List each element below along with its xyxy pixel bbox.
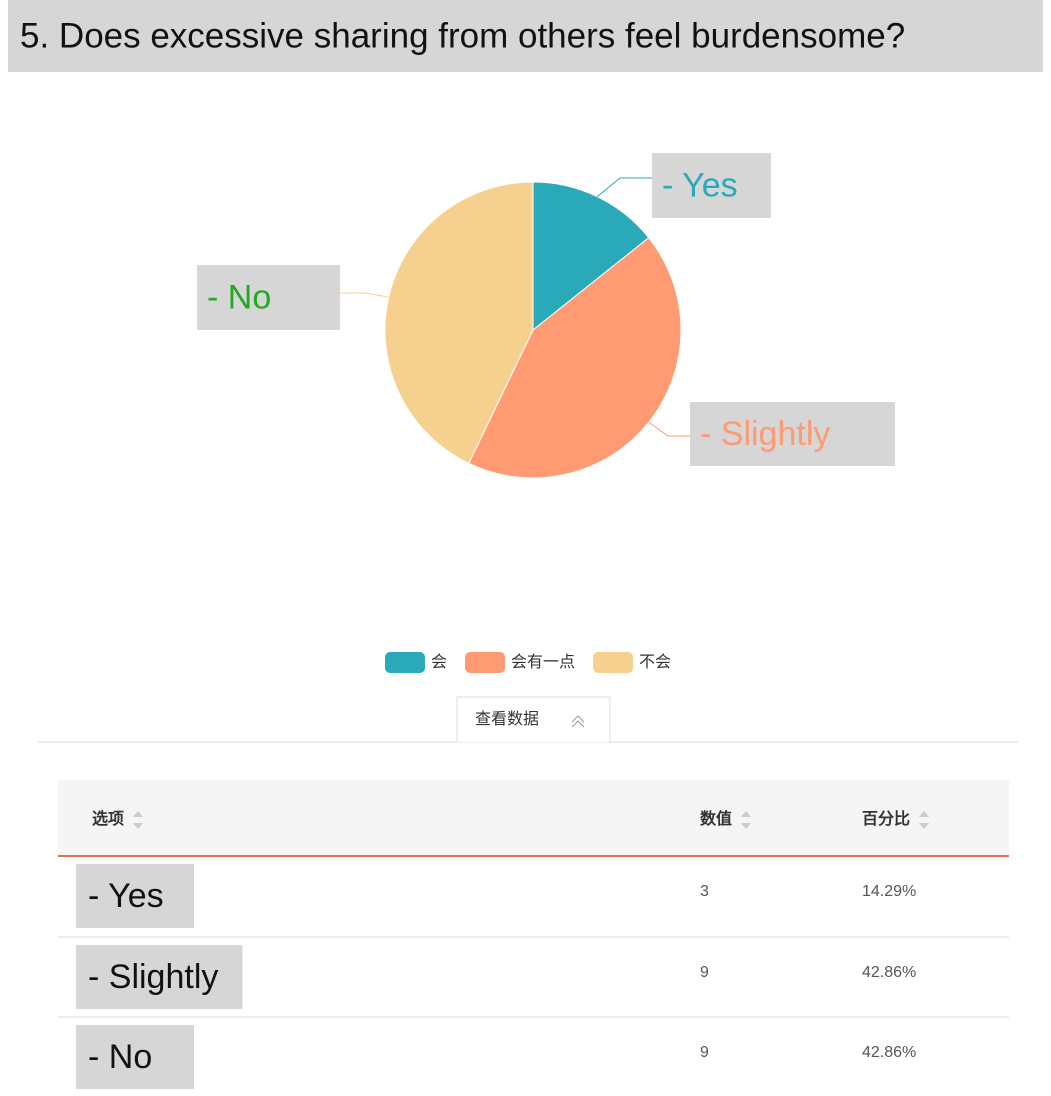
column-header: 数值 <box>700 809 732 828</box>
sort-icon <box>919 811 930 829</box>
pie-slice <box>468 237 682 479</box>
row-label: - Yes <box>88 877 164 915</box>
row-label-box <box>76 864 194 928</box>
table-cell: 9 <box>700 1044 709 1061</box>
row-label: - Slightly <box>88 958 218 996</box>
leader-line <box>596 177 652 198</box>
tab-label[interactable]: 查看数据 <box>475 710 539 728</box>
sort-icon <box>133 811 144 829</box>
column-header: 选项 <box>92 810 124 828</box>
label-box <box>197 265 340 330</box>
legend-label: 会 <box>431 653 447 671</box>
tab-icon <box>571 715 585 728</box>
label-box <box>652 153 771 218</box>
slice-label: - Yes <box>662 166 738 204</box>
legend-label: 不会 <box>639 653 671 671</box>
row-label-box <box>76 1025 194 1089</box>
leader-line <box>340 292 389 298</box>
legend-swatch <box>385 652 425 673</box>
table-cell: 9 <box>700 964 709 981</box>
title-box <box>8 0 1043 72</box>
row-label-box <box>76 945 243 1009</box>
table-cell: 42.86% <box>862 964 916 981</box>
leader-line <box>648 421 690 437</box>
row-label: - No <box>88 1038 152 1076</box>
sort-icon <box>741 811 752 829</box>
column-header: 百分比 <box>862 810 910 828</box>
legend-label: 会有一点 <box>511 653 575 671</box>
slice-label: - Slightly <box>700 415 830 453</box>
table-cell: 14.29% <box>862 883 916 900</box>
table-cell: 42.86% <box>862 1044 916 1061</box>
slice-label: - No <box>207 278 271 316</box>
table-header-bg <box>58 780 1009 856</box>
tab-box[interactable] <box>456 696 611 742</box>
chart-title: 5. Does excessive sharing from others fe… <box>20 16 905 55</box>
label-box <box>690 402 895 466</box>
table-cell: 3 <box>700 883 709 900</box>
pie-slice <box>532 181 650 332</box>
pie-slice <box>384 181 534 465</box>
legend-swatch <box>465 652 506 673</box>
legend-swatch <box>593 652 634 673</box>
